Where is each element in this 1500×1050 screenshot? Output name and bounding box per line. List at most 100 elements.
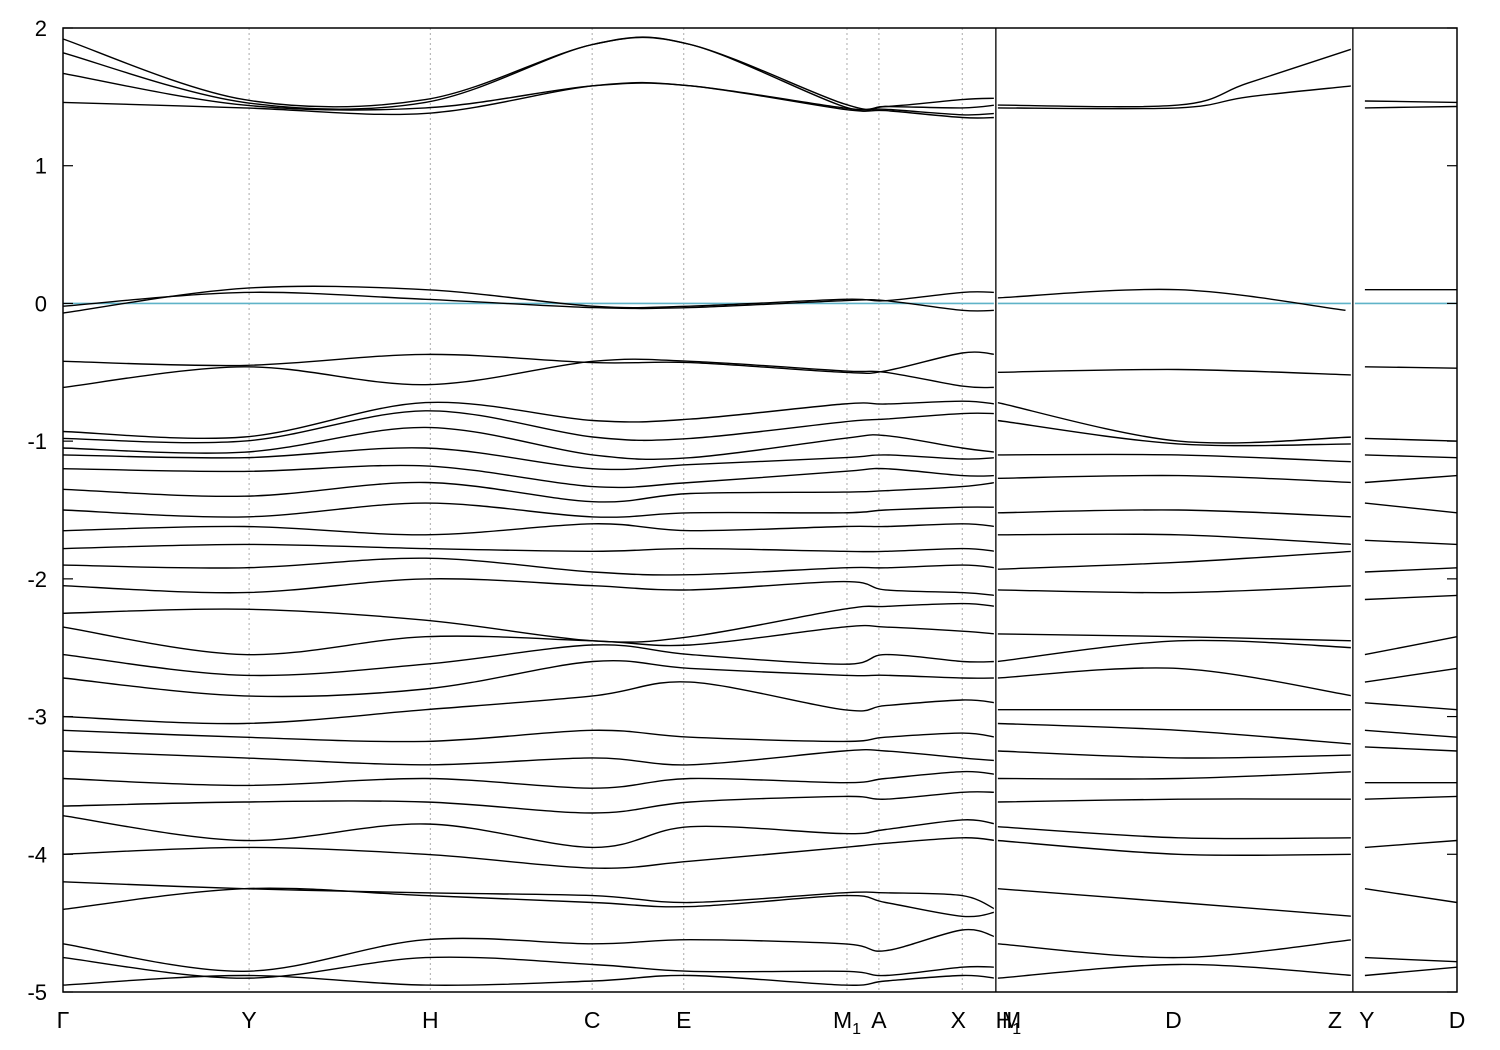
band-line <box>997 401 1353 444</box>
band-line <box>62 502 996 518</box>
band-line <box>997 85 1353 110</box>
band-line <box>997 963 1353 979</box>
y-tick-label: -3 <box>27 705 47 730</box>
band-line <box>62 400 996 440</box>
kpoint-label: M1 <box>833 1007 861 1038</box>
y-tick-label: 0 <box>35 291 47 316</box>
band-line <box>62 659 996 698</box>
y-tick-label: 1 <box>35 154 47 179</box>
band-line <box>1364 795 1458 800</box>
kpoint-label-text: A <box>871 1007 887 1033</box>
band-line <box>997 639 1353 663</box>
kpoint-label-text: D <box>1449 1007 1466 1033</box>
band-line <box>1364 539 1458 546</box>
band-line <box>1364 729 1458 738</box>
band-line <box>62 644 996 677</box>
band-line <box>1364 437 1458 442</box>
band-line <box>997 474 1353 484</box>
band-line <box>997 798 1353 803</box>
band-line <box>62 624 996 656</box>
y-axis-ticks: -5 -4 -3 -2 -1 0 1 2 <box>27 16 1457 1005</box>
x-axis-kpoint-labels: Γ Y H C E M1 A X H1M D Z Y D <box>57 1007 1466 1038</box>
band-lines <box>62 36 1458 986</box>
kpoint-label-text: H <box>422 1007 439 1033</box>
kpoint-label-text: M <box>1002 1007 1021 1033</box>
band-line <box>62 447 996 471</box>
band-line <box>1364 702 1458 711</box>
band-line <box>62 351 996 375</box>
kpoint-label: H <box>422 1007 439 1033</box>
kpoint-label-text: H <box>996 1007 1013 1033</box>
band-line <box>1364 454 1458 459</box>
kpoint-label: C <box>584 1007 601 1033</box>
band-line <box>997 509 1353 518</box>
band-line <box>997 839 1353 857</box>
kpoint-label: X <box>951 1007 966 1033</box>
band-line <box>997 888 1353 917</box>
band-line <box>62 410 996 444</box>
band-line <box>997 48 1354 108</box>
band-line <box>997 939 1353 959</box>
kpoint-label-text: Γ <box>57 1007 70 1033</box>
kpoint-label: M <box>1002 1007 1021 1033</box>
band-line <box>1364 888 1458 904</box>
band-line <box>997 633 1353 642</box>
band-line <box>62 578 996 597</box>
band-line <box>62 887 996 918</box>
band-line <box>62 464 996 489</box>
band-line <box>62 426 996 461</box>
band-line <box>1364 636 1458 656</box>
kpoint-label: E <box>676 1007 691 1033</box>
band-line <box>62 770 996 789</box>
band-line <box>62 681 996 725</box>
y-tick-label: -1 <box>27 429 47 454</box>
kpoint-label: A <box>871 1007 887 1033</box>
band-line <box>1364 502 1458 514</box>
band-line <box>1364 105 1458 109</box>
band-line <box>62 974 996 986</box>
kpoint-label: D <box>1449 1007 1466 1033</box>
kpoint-label-subscript: 1 <box>852 1021 861 1038</box>
band-line <box>997 288 1346 311</box>
band-line <box>1364 956 1458 963</box>
band-line <box>62 358 996 389</box>
band-line <box>997 533 1353 546</box>
band-line <box>62 557 996 576</box>
band-line <box>62 748 996 766</box>
band-line <box>62 791 996 814</box>
band-line <box>1364 567 1458 573</box>
band-line <box>997 453 1353 463</box>
kpoint-label-text: E <box>676 1007 691 1033</box>
band-line <box>62 36 996 111</box>
band-line <box>62 928 996 973</box>
y-tick-label: -2 <box>27 567 47 592</box>
kpoint-label: Y <box>241 1007 256 1033</box>
band-line <box>997 585 1353 594</box>
band-line <box>997 550 1353 570</box>
segment-separators <box>993 28 1355 992</box>
band-line <box>62 523 996 536</box>
band-line <box>62 837 996 869</box>
band-line <box>62 543 996 553</box>
kpoint-label: Γ <box>57 1007 70 1033</box>
band-line <box>62 815 996 849</box>
plot-frame <box>62 27 1458 993</box>
kpoint-label: Z <box>1328 1007 1342 1033</box>
band-line <box>997 826 1353 840</box>
kpoint-label-text: M <box>833 1007 852 1033</box>
kpoint-label-subscript: 1 <box>1012 1021 1021 1038</box>
band-line <box>1364 100 1458 104</box>
kpoint-label-text: Z <box>1328 1007 1342 1033</box>
band-line <box>997 368 1353 376</box>
band-line <box>1364 474 1458 484</box>
kpoint-label-text: Y <box>1359 1007 1374 1033</box>
band-line <box>62 36 996 112</box>
kpoint-label-text: Y <box>241 1007 256 1033</box>
kpoint-label-text: X <box>951 1007 966 1033</box>
kpoint-label-text: D <box>1165 1007 1182 1033</box>
band-line <box>997 667 1354 697</box>
band-line <box>1364 746 1458 752</box>
kpoint-label: H1 <box>996 1007 1022 1038</box>
y-tick-label: 2 <box>35 16 47 41</box>
